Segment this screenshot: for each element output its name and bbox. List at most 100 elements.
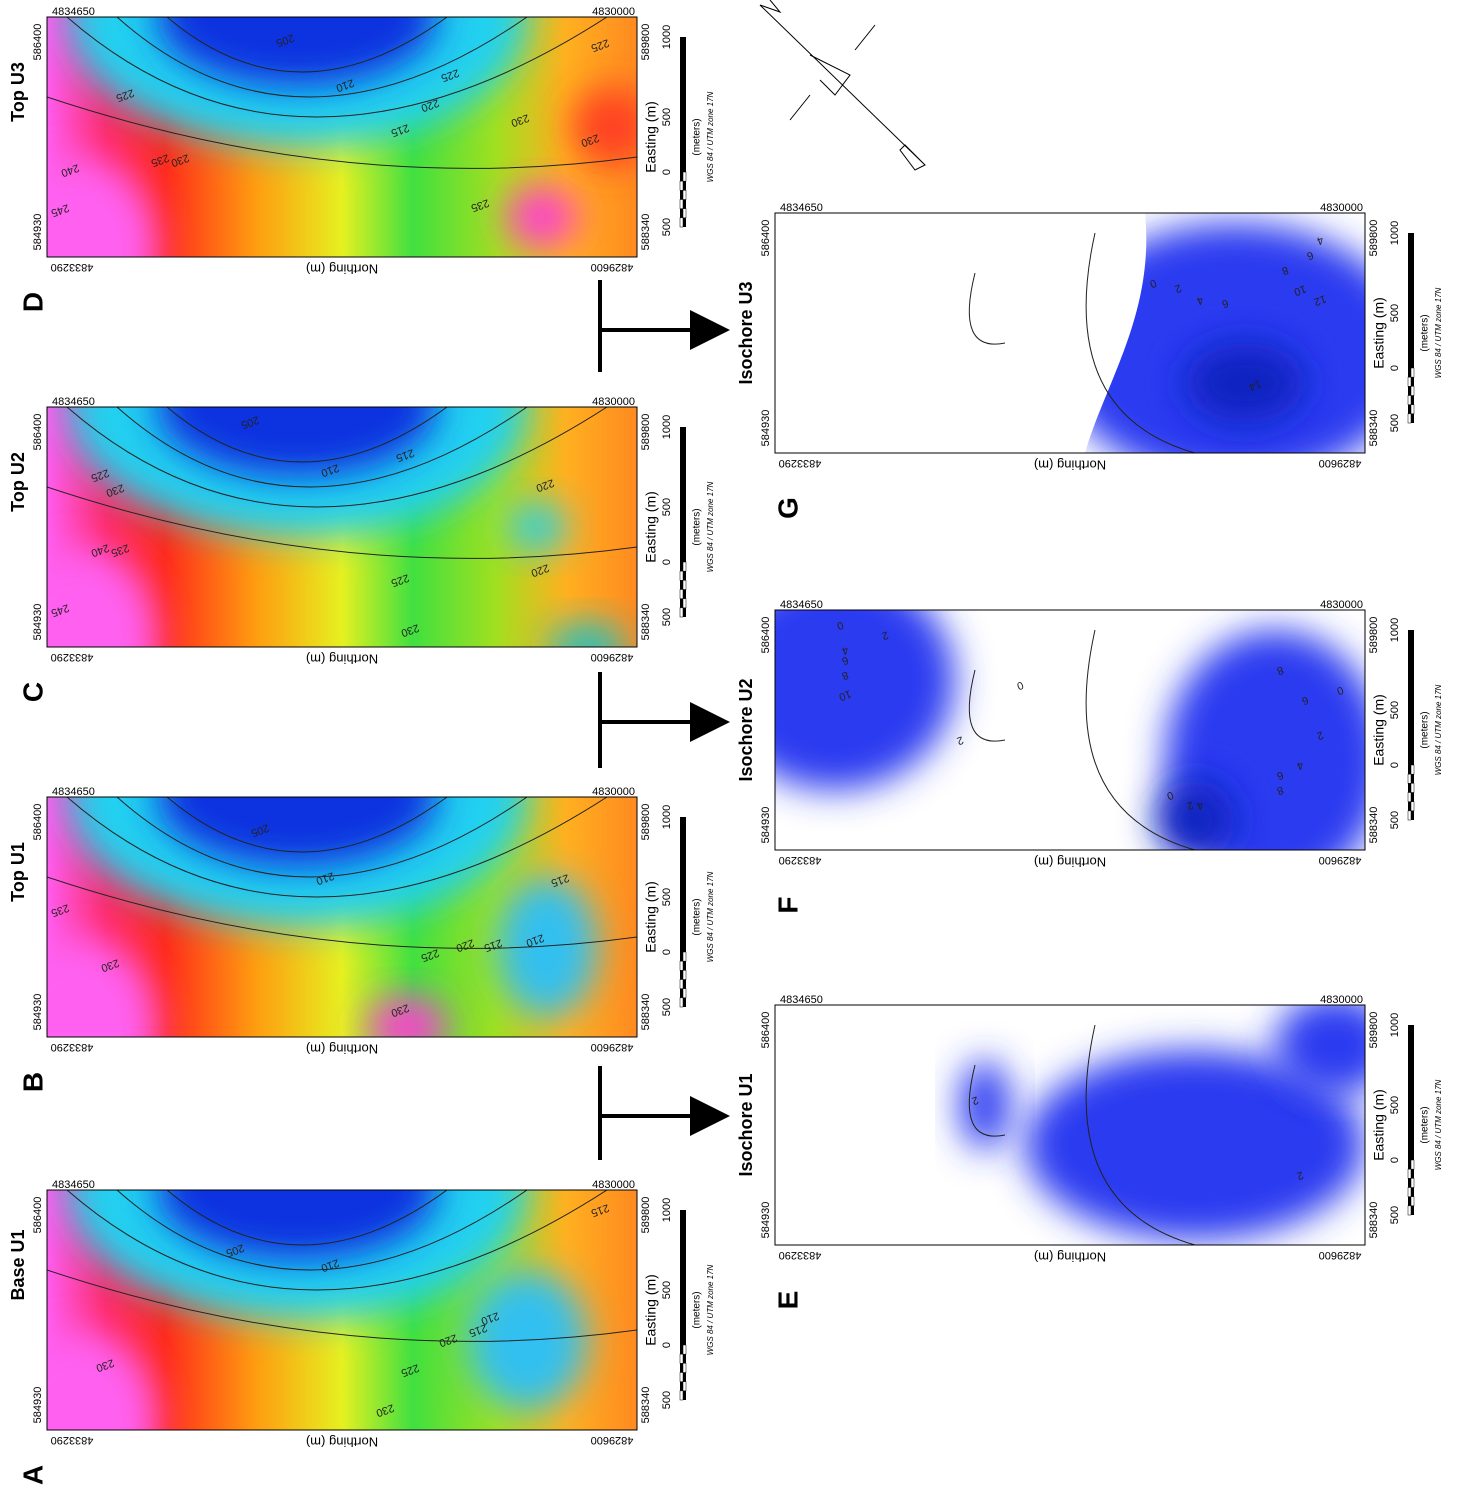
corner-label: 4834650 (52, 1179, 95, 1191)
scale-check (680, 208, 683, 218)
scale-check (682, 970, 687, 980)
scale-check (683, 961, 686, 971)
corner-label: 589800 (640, 804, 652, 841)
contour-label: 205 (249, 821, 270, 839)
scale-check (1410, 1196, 1415, 1207)
contour-label: 4 (1315, 233, 1325, 246)
surface-blob (1155, 780, 1235, 850)
map-panel: 2 2 4834650 4830000 586400 584930 4833290 48296… (736, 994, 1443, 1309)
corner-label: 4829600 (1319, 1249, 1362, 1261)
contour-line (47, 1269, 637, 1342)
contour-label: 2 (880, 628, 890, 641)
scale-bar (680, 817, 686, 952)
axis-label: Easting (m) (643, 881, 659, 953)
corner-label: 586400 (32, 1197, 44, 1234)
contour-label: 215 (389, 121, 410, 139)
scale-check (680, 580, 683, 590)
corner-label: 4829600 (591, 1434, 634, 1446)
contour-label: 12 (1312, 292, 1328, 307)
map-surface (47, 407, 637, 647)
scale-tick-label: 0 (1389, 365, 1401, 371)
contour-label: 210 (319, 1256, 340, 1274)
surface-blob (47, 937, 157, 1037)
scale-check (1410, 1178, 1415, 1188)
corner-label: 4830000 (592, 786, 635, 798)
scale-check (1407, 1187, 1412, 1197)
surface-blob (367, 997, 447, 1037)
panel-title: Top U1 (8, 842, 28, 902)
contour-line (968, 669, 1006, 742)
scale-check (1408, 801, 1411, 811)
contour-label: 205 (274, 31, 295, 49)
scale-check (679, 1353, 684, 1364)
contour-label: 6 (1275, 768, 1285, 781)
surface-blob (47, 547, 157, 647)
contour-label: 210 (334, 76, 355, 94)
projection-label: WGS 84 / UTM zone 17N (1434, 287, 1443, 378)
surface-blob (47, 157, 157, 257)
contour-label: 205 (239, 413, 260, 431)
corner-label: 4834650 (52, 786, 95, 798)
corner-label: 4830000 (1320, 994, 1363, 1006)
contour-label: 6 (1300, 693, 1310, 706)
axis-label: Northing (m) (306, 262, 378, 277)
axis-label: Northing (m) (306, 1042, 378, 1057)
contour-label: 225 (389, 571, 410, 589)
map-surface (47, 1190, 637, 1430)
arrows (598, 280, 730, 1160)
scale-tick-label: 1000 (1389, 1013, 1401, 1037)
scale-check (682, 988, 687, 999)
contour-label: 220 (534, 476, 555, 494)
corner-label: 4833290 (51, 651, 94, 663)
scale-check (682, 171, 687, 182)
contour-label: 8 (1275, 783, 1285, 796)
scale-tick-label: 0 (661, 169, 673, 175)
scale-check (680, 1381, 683, 1391)
scale-check (679, 180, 684, 191)
contour-line (47, 486, 637, 559)
corner-label: 584930 (760, 1202, 772, 1239)
scale-tick-label: 500 (1389, 1206, 1401, 1224)
panel-letter: G (772, 497, 803, 519)
scale-tick-label: 1000 (661, 415, 673, 439)
corner-label: 588340 (1368, 807, 1380, 844)
scale-bar (1408, 233, 1414, 368)
scale-check (679, 1372, 684, 1382)
contour-line (66, 797, 608, 898)
scale-check (1408, 1196, 1411, 1206)
contour-label: 215 (482, 936, 503, 954)
contour-label: 235 (149, 151, 170, 169)
surface-blob (775, 610, 955, 790)
scale-check (680, 190, 683, 200)
scale-check (1408, 765, 1411, 775)
corner-label: 586400 (760, 1012, 772, 1049)
scale-check (1411, 1205, 1414, 1215)
corner-label: 589800 (640, 1197, 652, 1234)
contour-label: 6 (1305, 248, 1315, 261)
scale-check (680, 970, 683, 980)
scale-check (680, 988, 683, 998)
map-frame (774, 212, 1366, 454)
scale-unit: (meters) (692, 898, 703, 935)
scale-check (1408, 1178, 1411, 1188)
surface-blob (1165, 630, 1365, 850)
contour-label: 240 (89, 541, 110, 559)
scale-check (683, 1354, 686, 1364)
contour-label: 2 (955, 733, 965, 746)
contour-label: 14 (1247, 377, 1263, 392)
contour-label: 210 (319, 461, 340, 479)
contour-label: 2 (970, 1093, 980, 1106)
corner-label: 4829600 (591, 651, 634, 663)
projection-label: WGS 84 / UTM zone 17N (706, 91, 715, 182)
scale-check (1408, 783, 1411, 793)
contour-line (116, 407, 528, 488)
contour-label: 10 (837, 687, 853, 702)
scale-unit: (meters) (692, 118, 703, 155)
contour-label: 4 (1195, 798, 1205, 811)
corner-label: 584930 (32, 604, 44, 641)
contour-label: 0 (1148, 276, 1158, 289)
scale-unit: (meters) (692, 508, 703, 545)
scale-check (683, 607, 686, 617)
contour-label: 230 (579, 131, 600, 149)
